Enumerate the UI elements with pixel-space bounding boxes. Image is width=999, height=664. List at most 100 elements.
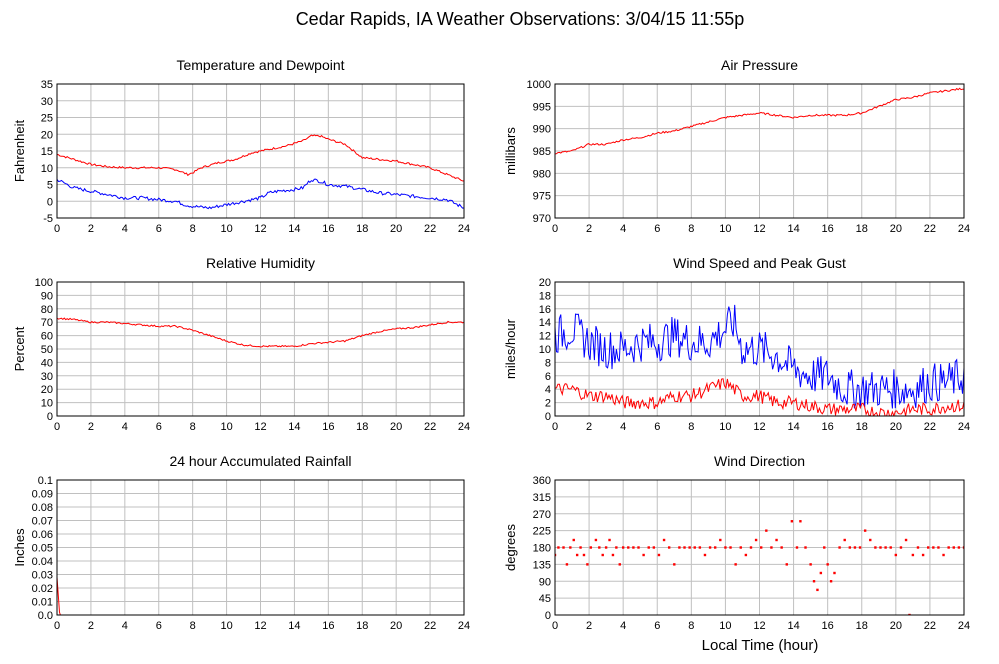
x-tick-label: 4 <box>122 421 128 433</box>
data-point <box>942 553 945 557</box>
x-tick-label: 2 <box>586 620 592 632</box>
data-point <box>621 546 625 549</box>
data-point <box>812 580 816 583</box>
x-tick-label: 8 <box>688 620 694 632</box>
x-tick-label: 10 <box>220 421 232 433</box>
x-tick-label: 14 <box>787 421 799 433</box>
data-point <box>562 546 565 549</box>
data-point <box>615 546 618 549</box>
y-axis-label: Percent <box>12 326 27 371</box>
y-tick-label: 30 <box>41 96 53 108</box>
data-point <box>667 546 671 549</box>
data-point <box>673 563 676 566</box>
data-point <box>785 563 788 566</box>
data-point <box>843 538 846 542</box>
x-tick-label: 12 <box>254 620 266 632</box>
x-tick-label: 22 <box>924 620 936 632</box>
data-point <box>962 546 964 549</box>
y-tick-label: 0.09 <box>32 489 53 501</box>
y-axis-label: miles/hour <box>503 318 518 379</box>
data-point <box>916 546 920 549</box>
x-tick-label: 16 <box>822 620 834 632</box>
y-axis-label: Inches <box>12 528 27 567</box>
series-line-1 <box>57 317 464 348</box>
chart-title: Temperature and Dewpoint <box>176 57 344 73</box>
y-tick-label: 45 <box>539 593 551 605</box>
series-group <box>555 304 964 416</box>
x-tick-label: 20 <box>390 421 402 433</box>
data-point <box>729 546 732 549</box>
x-tick-label: 2 <box>88 421 94 433</box>
x-tick-label: 8 <box>190 223 196 235</box>
x-tick-label: 20 <box>390 223 402 235</box>
x-tick-label: 8 <box>190 421 196 433</box>
x-tick-label: 10 <box>220 223 232 235</box>
x-tick-label: 6 <box>156 223 162 235</box>
data-point <box>589 546 592 549</box>
x-tick-label: 4 <box>122 620 128 632</box>
y-tick-label: 0.0 <box>38 610 53 622</box>
x-tick-label: 18 <box>856 223 868 235</box>
x-tick-label: 12 <box>753 620 765 632</box>
data-point <box>637 546 640 549</box>
series-group <box>555 520 964 615</box>
data-point <box>858 546 862 549</box>
y-tick-label: 0.07 <box>32 516 53 528</box>
x-tick-label: 14 <box>288 421 300 433</box>
y-tick-label: 0.01 <box>32 597 53 609</box>
x-tick-label: 10 <box>719 421 731 433</box>
y-tick-label: 20 <box>41 384 53 396</box>
series-group <box>57 134 464 210</box>
y-tick-label: 10 <box>41 398 53 410</box>
y-tick-label: 0.1 <box>38 475 53 487</box>
chart-title: Relative Humidity <box>206 255 315 271</box>
y-tick-label: 70 <box>41 317 53 329</box>
x-tick-label: 10 <box>719 620 731 632</box>
chart-title: Wind Speed and Peak Gust <box>673 255 846 271</box>
y-tick-label: 0.08 <box>32 502 53 514</box>
y-tick-label: 10 <box>539 344 551 356</box>
x-tick-label: 0 <box>552 223 558 235</box>
data-point <box>879 546 882 549</box>
y-tick-label: 270 <box>533 509 551 521</box>
y-axis-label: Fahrenheit <box>12 120 27 183</box>
data-point <box>652 546 656 549</box>
data-point <box>719 538 722 542</box>
data-point <box>795 546 799 549</box>
x-tick-label: 24 <box>958 223 970 235</box>
data-point <box>848 546 852 549</box>
data-point <box>688 546 691 549</box>
y-tick-label: 40 <box>41 357 53 369</box>
data-point <box>809 563 812 566</box>
y-tick-label: 0.04 <box>32 556 53 568</box>
data-point <box>713 546 717 549</box>
y-tick-label: 30 <box>41 371 53 383</box>
plot-frame <box>56 281 465 417</box>
x-tick-label: 18 <box>356 620 368 632</box>
y-tick-label: 180 <box>533 543 551 555</box>
chart-title: Air Pressure <box>721 57 798 73</box>
y-tick-label: 90 <box>539 576 551 588</box>
x-tick-label: 8 <box>688 223 694 235</box>
page-title: Cedar Rapids, IA Weather Observations: 3… <box>296 9 745 29</box>
data-point <box>838 546 841 549</box>
x-tick-label: 6 <box>156 421 162 433</box>
data-point <box>775 538 778 542</box>
data-point <box>572 538 575 542</box>
x-tick-label: 22 <box>424 421 436 433</box>
data-point <box>770 546 773 549</box>
y-tick-label: 225 <box>533 526 551 538</box>
x-tick-label: 10 <box>719 223 731 235</box>
data-point <box>853 546 857 549</box>
y-tick-label: 4 <box>545 384 551 396</box>
data-point <box>604 546 608 549</box>
data-point <box>760 546 763 549</box>
data-point <box>749 546 753 549</box>
plot-frame <box>554 479 965 616</box>
y-tick-label: 80 <box>41 304 53 316</box>
y-tick-label: 980 <box>533 168 551 180</box>
data-point <box>642 553 645 557</box>
